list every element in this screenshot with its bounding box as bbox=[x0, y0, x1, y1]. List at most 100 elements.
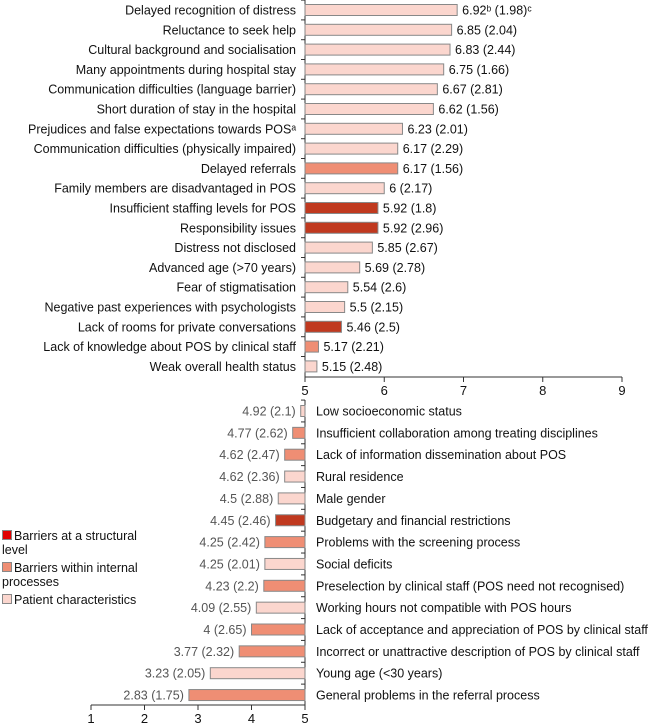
bar bbox=[304, 221, 379, 234]
bar bbox=[275, 514, 306, 527]
bar bbox=[264, 557, 306, 570]
bar bbox=[209, 667, 306, 680]
category-label: Male gender bbox=[316, 492, 386, 506]
legend-label: Barriers at a structural level bbox=[2, 529, 137, 557]
bar bbox=[304, 23, 453, 36]
bar bbox=[300, 405, 306, 417]
bar bbox=[304, 103, 434, 115]
category-label: Budgetary and financial restrictions bbox=[316, 514, 511, 528]
category-label: Communication difficulties (language bar… bbox=[48, 83, 296, 97]
category-label: Cultural background and socialisation bbox=[88, 43, 296, 57]
category-label: Lack of rooms for private conversations bbox=[78, 320, 296, 334]
bar bbox=[304, 182, 385, 195]
value-label: 6 (2.17) bbox=[389, 182, 432, 196]
category-label: Weak overall health status bbox=[150, 360, 296, 374]
bar bbox=[304, 162, 399, 175]
category-label: Preselection by clinical staff (POS need… bbox=[316, 579, 624, 593]
value-label: 6.23 (2.01) bbox=[407, 122, 467, 136]
legend-swatch bbox=[2, 530, 12, 540]
bar bbox=[238, 645, 306, 658]
category-label: Insufficient collaboration among treatin… bbox=[316, 426, 598, 440]
bar bbox=[304, 261, 361, 274]
category-label: Delayed recognition of distress bbox=[125, 4, 296, 18]
category-label: Lack of acceptance and appreciation of P… bbox=[316, 623, 648, 637]
category-label: Fear of stigmatisation bbox=[177, 281, 297, 295]
bar bbox=[284, 448, 306, 461]
legend-swatch bbox=[2, 594, 12, 604]
value-label: 4.62 (2.36) bbox=[219, 470, 279, 484]
x-tick-label: 3 bbox=[194, 711, 201, 724]
x-tick-label: 2 bbox=[141, 711, 148, 724]
value-label: 5.85 (2.67) bbox=[377, 241, 437, 255]
legend-item-patient: Patient characteristics bbox=[2, 593, 152, 607]
category-label: Short duration of stay in the hospital bbox=[97, 103, 296, 117]
value-label: 6.62 (1.56) bbox=[438, 103, 498, 117]
value-label: 6.17 (1.56) bbox=[403, 162, 463, 176]
category-label: Insufficient staffing levels for POS bbox=[110, 202, 296, 216]
legend-item-structural: Barriers at a structural level bbox=[2, 529, 152, 557]
value-label: 6.75 (1.66) bbox=[449, 63, 509, 77]
bar bbox=[304, 301, 346, 313]
bar bbox=[304, 4, 458, 16]
category-label: Distress not disclosed bbox=[174, 241, 296, 255]
value-label: 4.25 (2.01) bbox=[199, 557, 259, 571]
category-label: Social deficits bbox=[316, 557, 392, 571]
value-label: 2.83 (1.75) bbox=[123, 689, 183, 703]
bar bbox=[284, 470, 306, 483]
value-label: 6.92ᵇ (1.98)ᶜ bbox=[462, 4, 532, 18]
category-label: Problems with the screening process bbox=[316, 536, 520, 550]
value-label: 5.15 (2.48) bbox=[322, 360, 382, 374]
bar bbox=[304, 202, 379, 214]
value-label: 3.77 (2.32) bbox=[174, 645, 234, 659]
category-label: Negative past experiences with psycholog… bbox=[44, 301, 296, 315]
category-label: Rural residence bbox=[316, 470, 404, 484]
value-label: 4.45 (2.46) bbox=[210, 514, 270, 528]
bar bbox=[304, 63, 445, 76]
category-label: Young age (<30 years) bbox=[316, 667, 442, 681]
x-tick-label: 1 bbox=[87, 711, 94, 724]
value-label: 4 (2.65) bbox=[203, 623, 246, 637]
bar bbox=[292, 426, 306, 439]
bar bbox=[264, 536, 306, 549]
bar bbox=[304, 340, 319, 353]
value-label: 5.92 (2.96) bbox=[383, 221, 443, 235]
value-label: 4.09 (2.55) bbox=[191, 601, 251, 615]
bar bbox=[304, 83, 438, 96]
value-label: 6.83 (2.44) bbox=[455, 43, 515, 57]
legend-label: Barriers within internal processes bbox=[2, 561, 138, 589]
x-tick-label: 7 bbox=[460, 383, 467, 398]
category-label: Responsibility issues bbox=[180, 221, 296, 235]
value-label: 6.67 (2.81) bbox=[442, 83, 502, 97]
bar bbox=[304, 360, 318, 373]
x-tick-label: 5 bbox=[301, 711, 308, 724]
value-label: 5.69 (2.78) bbox=[365, 261, 425, 275]
value-label: 5.46 (2.5) bbox=[346, 320, 400, 334]
bar bbox=[304, 122, 403, 135]
category-label: Reluctance to seek help bbox=[163, 23, 296, 37]
value-label: 4.25 (2.42) bbox=[199, 536, 259, 550]
bar bbox=[304, 241, 373, 254]
legend-item-internal: Barriers within internal processes bbox=[2, 561, 152, 589]
category-label: Lack of knowledge about POS by clinical … bbox=[43, 340, 296, 354]
category-label: Delayed referrals bbox=[201, 162, 296, 176]
x-tick-label: 5 bbox=[301, 383, 308, 398]
category-label: Working hours not compatible with POS ho… bbox=[316, 601, 571, 615]
category-label: Many appointments during hospital stay bbox=[76, 63, 297, 77]
legend-label: Patient characteristics bbox=[14, 593, 137, 607]
value-label: 5.54 (2.6) bbox=[353, 281, 407, 295]
bar bbox=[263, 579, 306, 592]
category-label: General problems in the referral process bbox=[316, 689, 540, 703]
value-label: 4.77 (2.62) bbox=[227, 426, 287, 440]
bar bbox=[304, 281, 349, 294]
bar bbox=[304, 43, 451, 56]
category-label: Prejudices and false expectations toward… bbox=[28, 122, 296, 136]
value-label: 5.92 (1.8) bbox=[383, 202, 437, 216]
value-label: 6.85 (2.04) bbox=[457, 23, 517, 37]
category-label: Communication difficulties (physically i… bbox=[34, 142, 296, 156]
value-label: 4.92 (2.1) bbox=[242, 405, 296, 419]
bar bbox=[251, 623, 306, 636]
x-tick-label: 9 bbox=[618, 383, 625, 398]
value-label: 4.5 (2.88) bbox=[220, 492, 274, 506]
category-label: Family members are disadvantaged in POS bbox=[54, 182, 296, 196]
